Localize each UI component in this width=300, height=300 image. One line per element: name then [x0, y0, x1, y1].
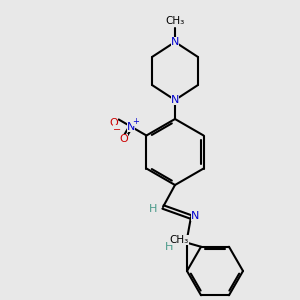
Text: CH₃: CH₃: [169, 235, 189, 245]
Text: N: N: [191, 211, 199, 221]
Text: −: −: [112, 124, 121, 134]
Text: O: O: [119, 134, 128, 144]
Text: N: N: [127, 122, 135, 131]
Text: CH₃: CH₃: [165, 16, 184, 26]
Text: +: +: [132, 117, 139, 126]
Text: H: H: [149, 204, 157, 214]
Text: N: N: [171, 37, 179, 47]
Text: N: N: [171, 95, 179, 105]
Text: N: N: [177, 236, 185, 246]
Text: O: O: [109, 118, 118, 128]
Text: H: H: [165, 242, 173, 252]
